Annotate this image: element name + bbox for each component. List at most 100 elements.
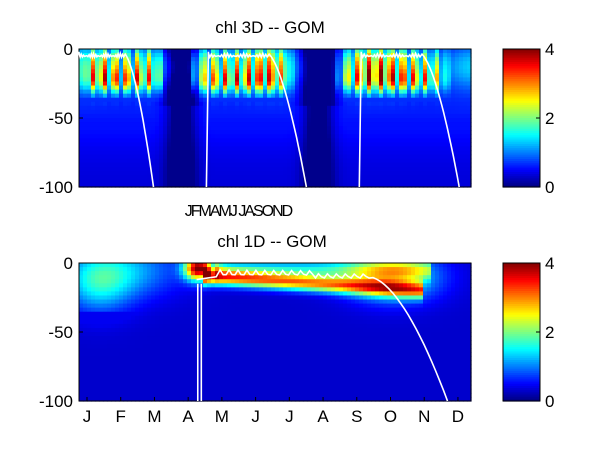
heatmap-cell (203, 174, 208, 180)
heatmap-cell (175, 315, 180, 321)
heatmap-cell (219, 303, 224, 309)
heatmap-cell (311, 118, 316, 123)
heatmap-cell (171, 315, 176, 321)
heatmap-cell (143, 113, 148, 119)
heatmap-cell (275, 53, 280, 58)
heatmap-cell (175, 340, 180, 345)
heatmap-cell (307, 178, 312, 184)
heatmap-cell (203, 49, 208, 54)
heatmap-cell (251, 299, 256, 305)
heatmap-cell (135, 101, 140, 107)
heatmap-cell (363, 118, 368, 123)
heatmap-cell (387, 150, 392, 156)
heatmap-cell (211, 118, 216, 123)
heatmap-cell (115, 134, 120, 139)
heatmap-cell (123, 170, 128, 176)
heatmap-cell (259, 275, 264, 280)
heatmap-cell (131, 287, 136, 293)
heatmap-cell (135, 174, 140, 180)
heatmap-cell (383, 57, 388, 62)
heatmap-cell (119, 130, 124, 135)
heatmap-cell (379, 61, 384, 66)
heatmap-cell (123, 352, 128, 357)
heatmap-cell (259, 146, 264, 152)
heatmap-cell (91, 138, 96, 143)
heatmap-cell (355, 162, 360, 168)
heatmap-cell (171, 77, 176, 83)
heatmap-cell (151, 109, 156, 115)
heatmap-cell (83, 178, 88, 184)
heatmap-cell (235, 182, 240, 188)
heatmap-cell (131, 299, 136, 305)
heatmap-cell (239, 388, 244, 394)
heatmap-cell (79, 122, 84, 127)
heatmap-cell (391, 138, 396, 143)
heatmap-cell (127, 271, 132, 276)
heatmap-cell (419, 97, 424, 103)
heatmap-cell (83, 130, 88, 135)
heatmap-cell (355, 65, 360, 70)
heatmap-cell (183, 170, 188, 176)
heatmap-cell (203, 360, 208, 366)
heatmap-cell (123, 122, 128, 127)
heatmap-cell (267, 182, 272, 188)
heatmap-cell (395, 130, 400, 135)
heatmap-cell (407, 130, 412, 135)
heatmap-cell (251, 113, 256, 119)
heatmap-cell (347, 89, 352, 95)
heatmap-cell (299, 97, 304, 103)
heatmap-cell (371, 162, 376, 168)
heatmap-cell (363, 130, 368, 135)
heatmap-cell (91, 182, 96, 188)
colorbar-swatch (503, 55, 540, 59)
heatmap-cell (319, 49, 324, 54)
heatmap-cell (111, 360, 116, 366)
heatmap-cell (179, 352, 184, 357)
heatmap-cell (371, 57, 376, 62)
heatmap-cell (87, 61, 92, 66)
heatmap-cell (91, 348, 96, 353)
heatmap-cell (227, 65, 232, 70)
heatmap-cell (211, 89, 216, 95)
heatmap-cell (79, 146, 84, 152)
heatmap-cell (223, 299, 228, 305)
heatmap-cell (203, 340, 208, 345)
heatmap-cell (107, 154, 112, 160)
heatmap-cell (387, 73, 392, 79)
heatmap-cell (131, 77, 136, 83)
heatmap-cell (183, 118, 188, 123)
heatmap-cell (119, 356, 124, 362)
heatmap-cell (131, 396, 136, 402)
heatmap-cell (271, 122, 276, 127)
heatmap-cell (343, 174, 348, 180)
heatmap-cell (255, 348, 260, 353)
heatmap-cell (127, 319, 132, 325)
heatmap-cell (291, 61, 296, 66)
heatmap-cell (407, 182, 412, 188)
heatmap-cell (271, 126, 276, 131)
heatmap-cell (239, 182, 244, 188)
heatmap-cell (431, 105, 436, 111)
heatmap-cell (463, 150, 468, 156)
heatmap-cell (187, 267, 192, 272)
heatmap-cell (359, 134, 364, 139)
heatmap-cell (447, 81, 452, 87)
heatmap-cell (263, 77, 268, 83)
heatmap-cell (99, 73, 104, 79)
heatmap-cell (339, 73, 344, 79)
heatmap-cell (259, 323, 264, 329)
heatmap-cell (123, 311, 128, 317)
heatmap-cell (371, 73, 376, 79)
heatmap-cell (243, 138, 248, 143)
heatmap-cell (111, 134, 116, 139)
heatmap-cell (151, 57, 156, 62)
heatmap-cell (191, 372, 196, 378)
heatmap-cell (111, 65, 116, 70)
heatmap-cell (243, 303, 248, 309)
heatmap-cell (455, 182, 460, 188)
heatmap-cell (255, 336, 260, 341)
heatmap-cell (135, 275, 140, 280)
heatmap-cell (235, 271, 240, 276)
heatmap-cell (263, 174, 268, 180)
heatmap-cell (371, 101, 376, 107)
